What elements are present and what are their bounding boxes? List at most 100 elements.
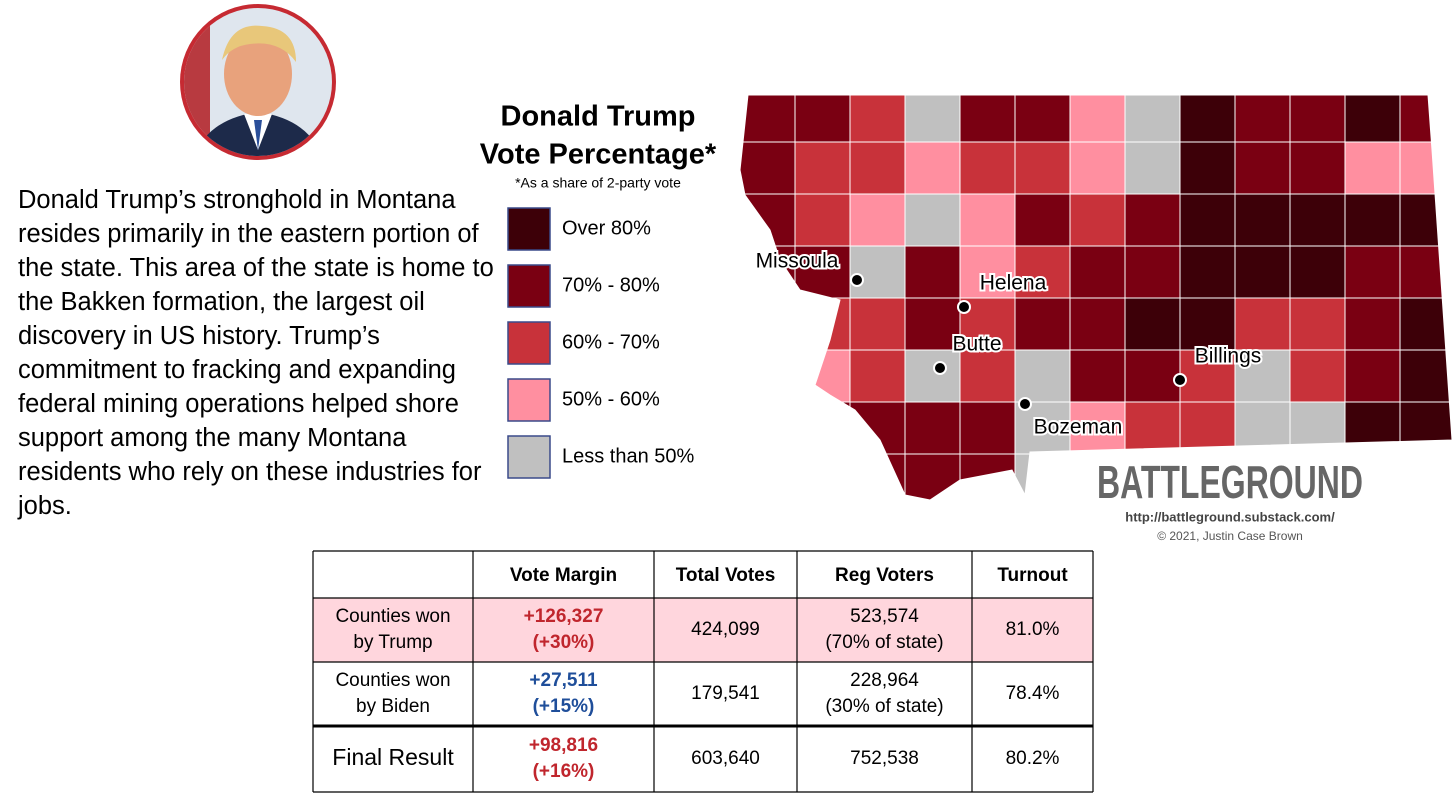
city-dot [850,273,864,287]
county [959,401,1016,455]
logo: BATTLEGROUND [1097,456,1363,508]
legend-swatch [507,207,551,251]
county [1234,297,1291,351]
city-dot [933,361,947,375]
legend-label: Less than 50% [562,445,695,467]
description: Donald Trump’s stronghold in Montana res… [18,186,494,520]
county [740,297,796,351]
county [904,401,961,455]
county [1014,245,1071,299]
county [1344,349,1401,403]
county [1289,95,1346,143]
cities: Missoula Helena Butte Bozeman Billings [754,248,1264,441]
county [1014,297,1071,351]
city-label: Butte [952,333,1001,356]
county [1124,193,1181,247]
table-cell: (+16%) [533,761,595,782]
county [1399,95,1452,143]
county [1399,193,1452,247]
table-cell: (+30%) [533,632,595,653]
legend-label: 60% - 70% [562,331,660,353]
copyright: © 2021, Justin Case Brown [1157,529,1303,543]
county [904,193,961,247]
county [1124,141,1181,195]
row-label: Final Result [332,744,454,770]
legend-swatch [507,435,551,479]
table-cell: 523,574 [850,606,919,627]
table-cell: +98,816 [529,735,598,756]
county [1344,297,1401,351]
table-cell: 752,538 [850,748,919,769]
url: http://battleground.substack.com/ [1125,509,1335,524]
county [794,453,851,500]
county [849,453,906,500]
county [904,297,961,351]
county [1344,401,1401,455]
county [1289,245,1346,299]
county [959,193,1016,247]
county [959,453,1016,500]
state-outline [739,94,1453,501]
county [904,95,961,143]
county [740,401,796,455]
row-label: by Biden [356,696,430,717]
county [1014,453,1071,500]
county [1124,297,1181,351]
county [1234,141,1291,195]
county [1014,349,1071,403]
legend: Donald Trump Vote Percentage* *As a share … [480,101,717,479]
county [1124,95,1181,143]
legend-label: 50% - 60% [562,388,660,410]
county [794,193,851,247]
county [1014,193,1071,247]
table-cell: 603,640 [691,748,760,769]
row-label: Counties won [335,606,450,627]
county [1344,141,1401,195]
table-cell: 80.2% [1006,748,1060,769]
county [1179,141,1236,195]
legend-label: Over 80% [562,217,651,239]
legend-swatch [507,378,551,422]
county [1124,401,1181,455]
results-table: Vote Margin Total Votes Reg Voters Turnout C… [312,550,1094,793]
legend-label: 70% - 80% [562,274,660,296]
county [794,297,851,351]
county [849,297,906,351]
county [1289,401,1346,455]
legend-title: Vote Percentage* [480,139,717,171]
county [1069,349,1126,403]
table-cell: (70% of state) [825,632,943,653]
county [1014,141,1071,195]
city-label: Missoula [756,250,839,273]
portrait [180,4,336,160]
county [904,349,961,403]
county [1069,245,1126,299]
county [1399,401,1452,455]
county [1179,193,1236,247]
county [904,141,961,195]
city-dot [1173,373,1187,387]
county [740,349,796,403]
county [1234,245,1291,299]
county [794,141,851,195]
city-label: Bozeman [1034,416,1123,439]
county [849,95,906,143]
column-header: Total Votes [676,565,776,586]
county [1289,297,1346,351]
county [1069,193,1126,247]
table-cell: 81.0% [1006,619,1060,640]
county [794,349,851,403]
column-header: Reg Voters [835,565,934,586]
county [1344,193,1401,247]
county [1124,349,1181,403]
legend-swatch [507,264,551,308]
legend-subtitle: *As a share of 2-party vote [515,175,681,191]
county [1179,95,1236,143]
county [959,141,1016,195]
county [1289,141,1346,195]
county [1069,95,1126,143]
county [1179,245,1236,299]
column-header: Turnout [997,565,1068,586]
